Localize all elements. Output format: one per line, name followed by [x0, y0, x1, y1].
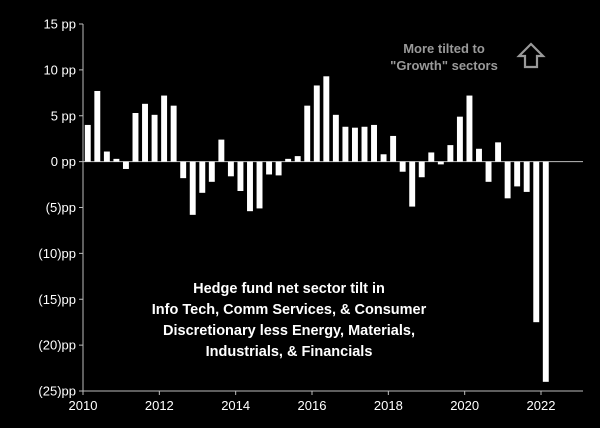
bar	[199, 161, 206, 193]
bar	[227, 161, 234, 177]
bar	[371, 124, 377, 162]
bar	[323, 76, 330, 162]
bar	[170, 105, 177, 162]
annotation-line-2: "Growth" sectors	[390, 58, 498, 73]
bar	[256, 161, 263, 209]
bar	[476, 148, 482, 162]
bar	[437, 161, 444, 165]
y-tick-label: (5)pp	[46, 200, 76, 215]
bar	[161, 95, 168, 162]
bar	[122, 161, 129, 169]
bar	[294, 156, 301, 162]
bar	[418, 161, 425, 178]
growth-annotation: More tilted to "Growth" sectors	[390, 41, 546, 73]
bar	[514, 161, 521, 187]
bar	[247, 161, 253, 212]
bar	[361, 126, 368, 162]
x-tick-label: 2016	[298, 398, 327, 413]
up-arrow-icon	[516, 42, 546, 69]
bar	[495, 142, 502, 162]
bar	[390, 135, 397, 162]
chart-title: Hedge fund net sector tilt in Info Tech,…	[152, 281, 427, 360]
y-tick-label: (25)pp	[38, 384, 76, 399]
bar	[285, 158, 292, 162]
bar	[237, 161, 244, 191]
bar	[504, 161, 511, 199]
y-tick-label: 0 pp	[51, 154, 76, 169]
y-tick-label: (20)pp	[38, 338, 76, 353]
x-tick-label: 2022	[527, 398, 556, 413]
bar	[142, 103, 148, 162]
title-line-1: Hedge fund net sector tilt in	[193, 281, 385, 297]
bar	[456, 116, 463, 162]
bar	[94, 90, 101, 162]
title-line-3: Discretionary less Energy, Materials,	[163, 323, 415, 339]
bar	[409, 161, 416, 207]
bar	[313, 85, 320, 162]
bar	[342, 126, 349, 162]
bar	[428, 152, 435, 162]
bar	[380, 154, 387, 162]
bar	[447, 145, 454, 162]
x-tick-label: 2020	[450, 398, 479, 413]
bar	[84, 124, 91, 162]
bar	[180, 161, 187, 179]
bar	[113, 158, 120, 162]
bar	[523, 161, 530, 192]
x-tick-label: 2014	[221, 398, 250, 413]
y-tick-label: 15 pp	[43, 17, 76, 32]
bar	[542, 161, 549, 382]
annotation-line-1: More tilted to	[403, 41, 485, 56]
bar	[151, 114, 158, 162]
bar	[466, 95, 473, 162]
bar	[332, 114, 339, 162]
title-line-2: Info Tech, Comm Services, & Consumer	[152, 302, 427, 318]
bar	[533, 161, 540, 323]
bar	[189, 161, 196, 215]
x-tick-label: 2018	[374, 398, 403, 413]
x-tick-label: 2010	[69, 398, 98, 413]
bar	[208, 161, 215, 182]
bar	[275, 161, 282, 176]
x-tick-label: 2012	[145, 398, 174, 413]
bar	[351, 127, 358, 162]
y-tick-label: 10 pp	[43, 62, 76, 77]
bar	[132, 113, 139, 162]
bar	[103, 151, 110, 162]
bar	[304, 105, 311, 162]
title-line-4: Industrials, & Financials	[206, 344, 373, 360]
bar	[266, 161, 273, 175]
y-tick-label: (10)pp	[38, 246, 76, 261]
bar	[218, 139, 225, 162]
y-tick-label: (15)pp	[38, 292, 76, 307]
y-tick-label: 5 pp	[51, 108, 76, 123]
bar	[485, 161, 492, 182]
bar	[399, 161, 406, 172]
